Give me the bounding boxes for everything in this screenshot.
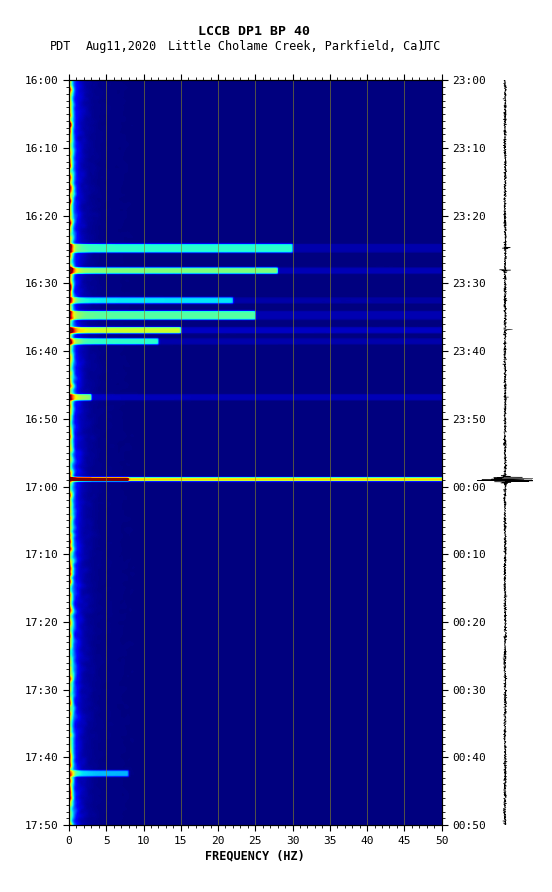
Text: PDT: PDT (50, 40, 71, 54)
Text: Aug11,2020: Aug11,2020 (86, 40, 157, 54)
Text: ~: ~ (13, 10, 25, 24)
Text: LCCB DP1 BP 40: LCCB DP1 BP 40 (198, 25, 310, 38)
Text: UTC: UTC (420, 40, 441, 54)
Text: Little Cholame Creek, Parkfield, Ca): Little Cholame Creek, Parkfield, Ca) (168, 40, 425, 54)
X-axis label: FREQUENCY (HZ): FREQUENCY (HZ) (205, 850, 305, 863)
Text: USGS: USGS (28, 12, 55, 22)
